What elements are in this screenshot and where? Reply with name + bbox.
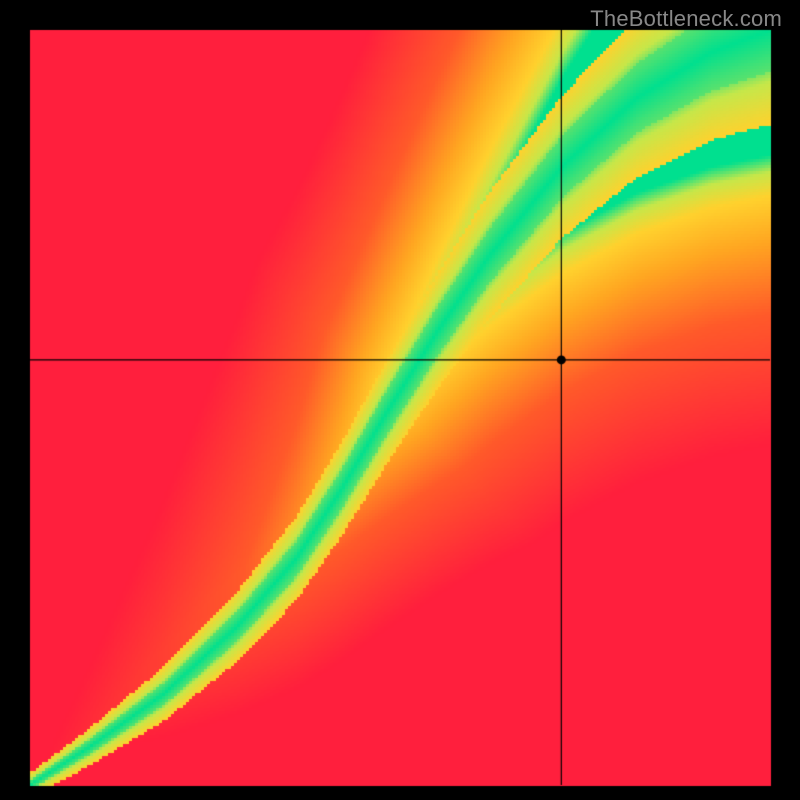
bottleneck-heatmap [0, 0, 800, 800]
watermark-text: TheBottleneck.com [590, 6, 782, 32]
chart-frame: TheBottleneck.com [0, 0, 800, 800]
